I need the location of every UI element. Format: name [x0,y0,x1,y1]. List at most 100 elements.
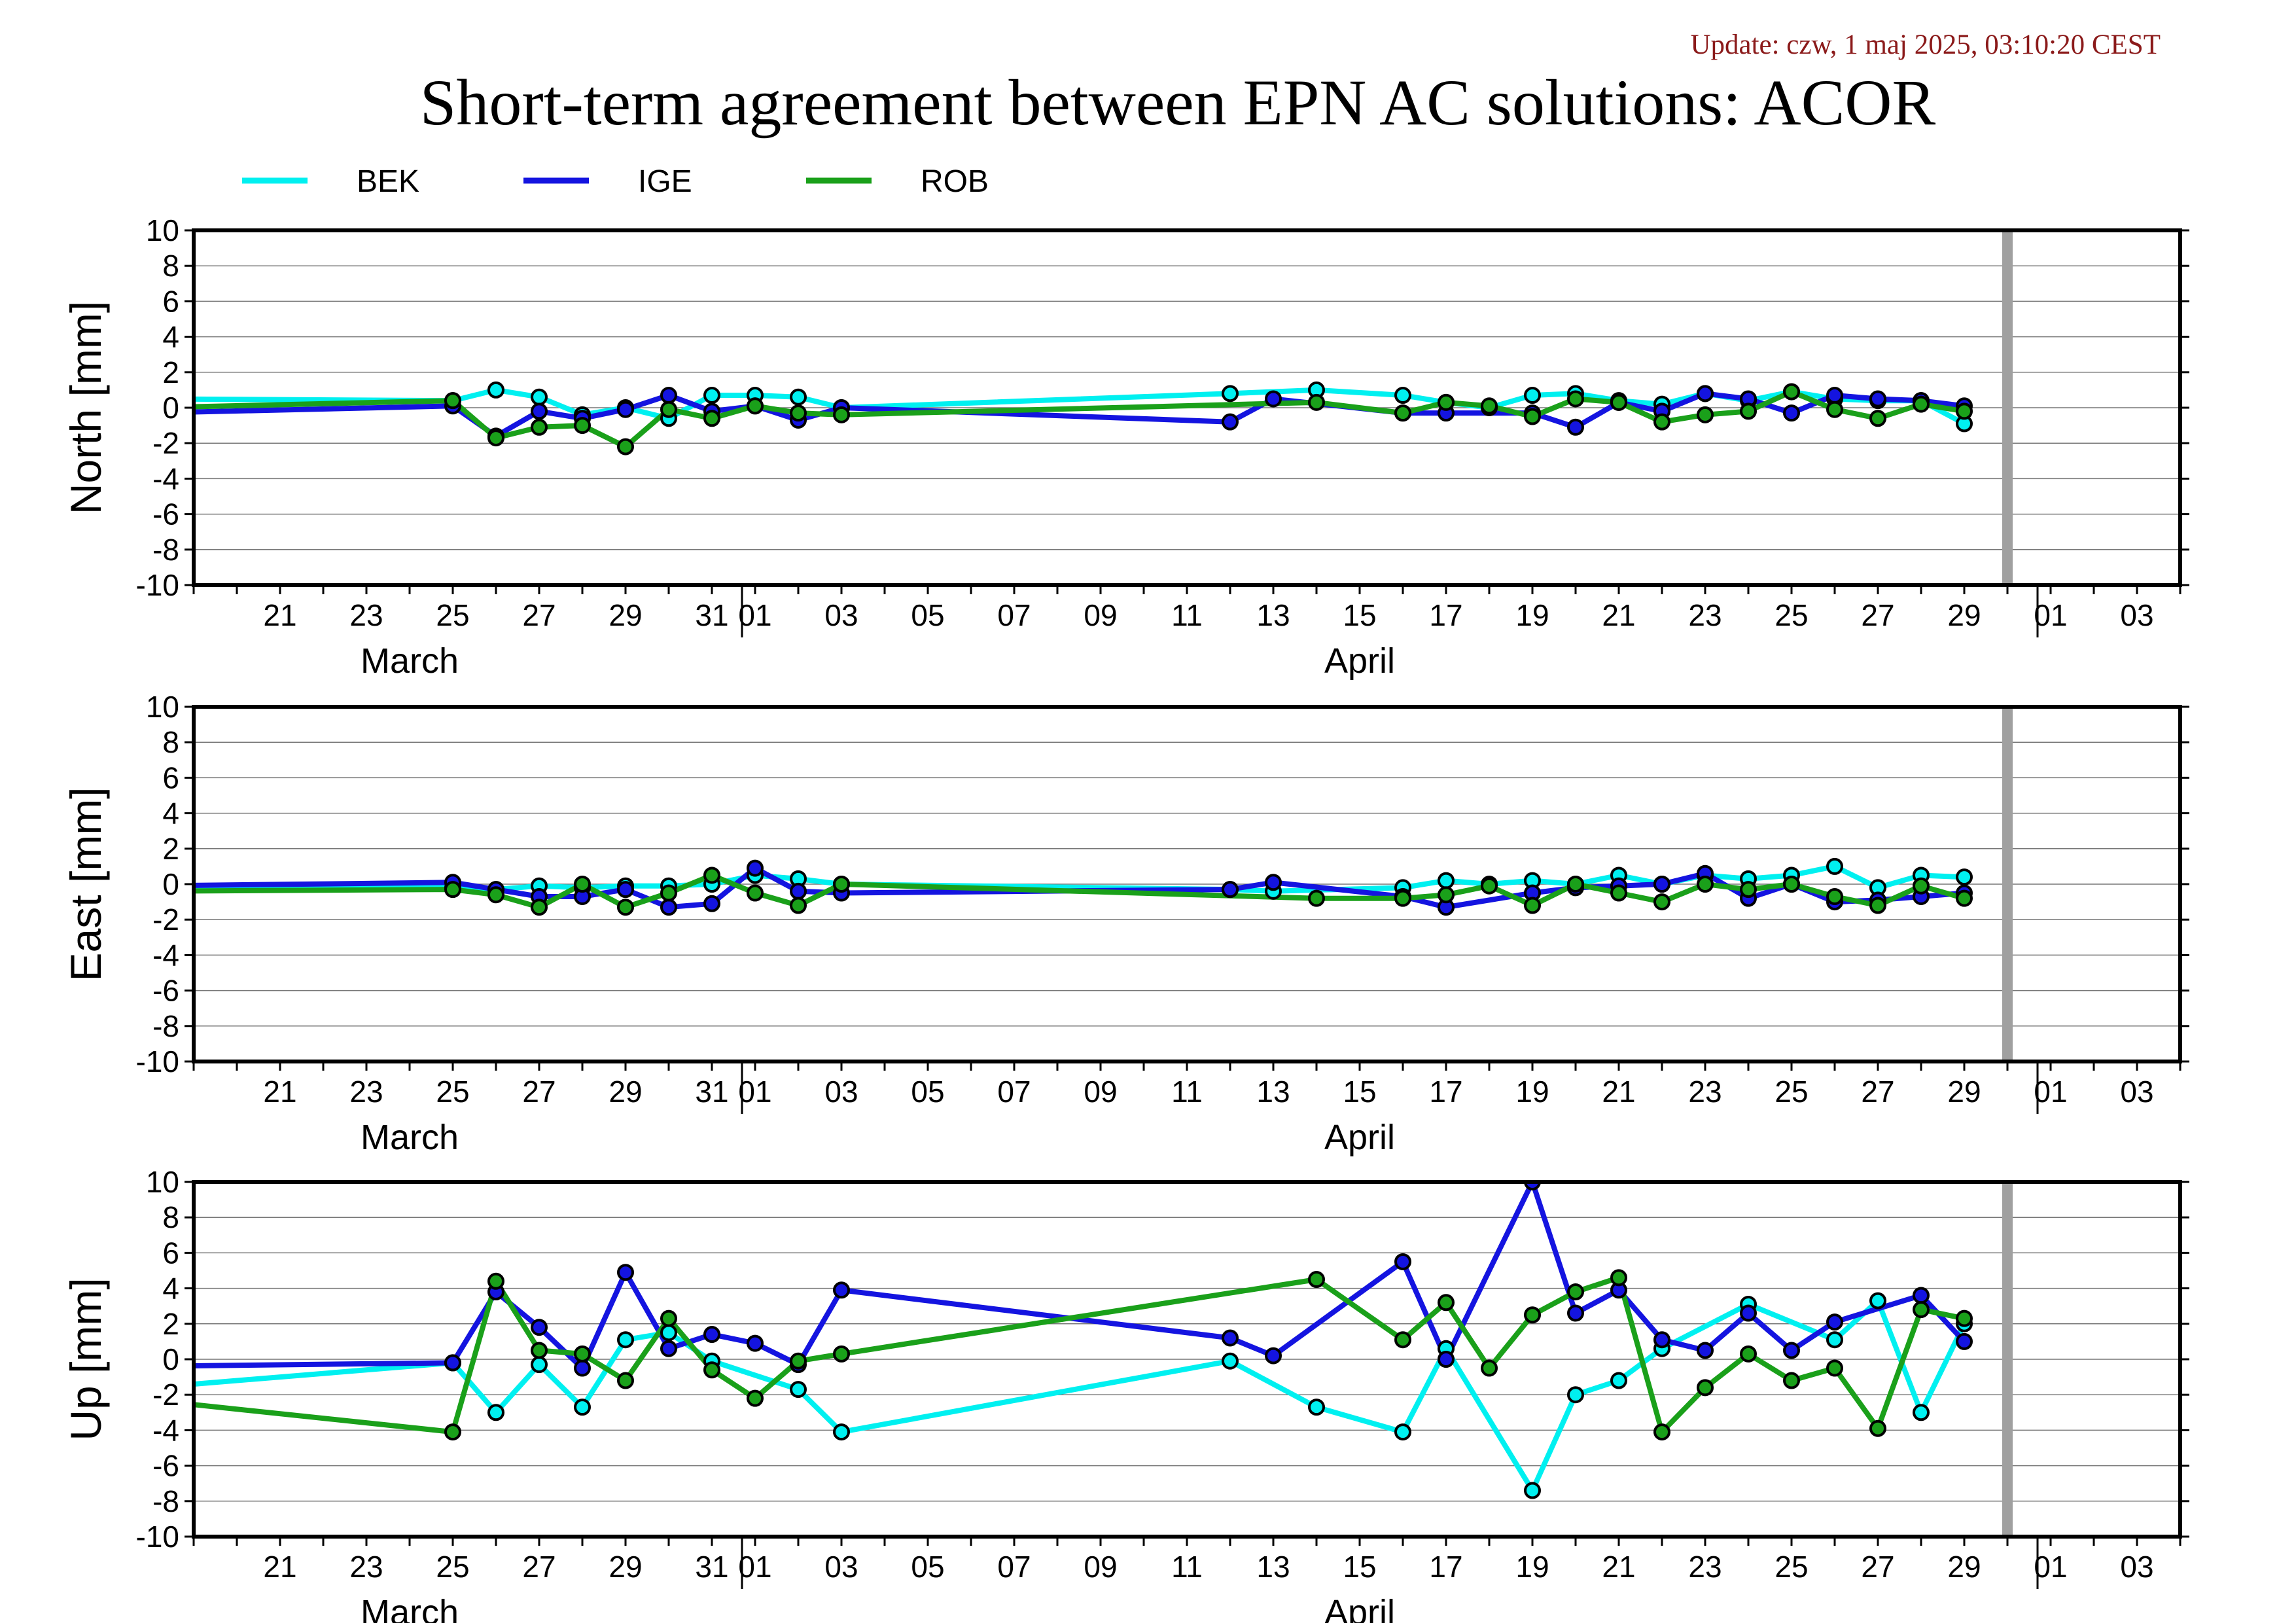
data-point-bek [833,1423,850,1441]
x-tick-label: 07 [997,598,1031,632]
x-tick-label: 03 [2120,1075,2153,1109]
data-point-ige [1697,1342,1714,1359]
x-tick-label: 23 [1688,1550,1722,1584]
x-tick-label: 11 [1171,1075,1203,1109]
data-point-rob [1826,401,1843,418]
x-tick-label: 31 [695,1550,728,1584]
data-point-ige [1265,1347,1282,1364]
data-point-ige [617,881,634,899]
data-point-ige [574,1359,591,1377]
x-tick-label: 07 [997,1075,1031,1109]
data-point-ige [1653,1331,1670,1349]
data-point-ige [660,1340,677,1357]
y-tick-label: 4 [162,320,179,354]
legend-label-bek: BEK [357,164,419,199]
y-tick-label: 10 [146,690,179,724]
data-point-rob [1740,1345,1757,1363]
data-point-rob [1524,897,1541,914]
data-point-rob [1697,406,1714,423]
data-point-bek [1610,1372,1627,1389]
legend-item-bek: BEK [242,164,419,199]
x-tick-label: 13 [1256,598,1290,632]
x-tick-label: 13 [1256,1075,1290,1109]
x-tick-label: 27 [522,598,556,632]
data-point-ige [531,1319,548,1336]
data-point-bek [487,381,504,399]
data-point-rob [1783,876,1800,893]
x-tick-label: 19 [1515,1550,1549,1584]
data-point-bek [1438,872,1455,889]
x-tick-label: 09 [1084,598,1117,632]
data-point-rob [531,418,548,436]
data-point-rob [1653,893,1670,911]
data-point-bek [1222,385,1239,402]
data-point-rob [1524,408,1541,425]
y-tick-label: -4 [152,938,179,972]
data-point-bek [1222,1352,1239,1370]
x-tick-label: 23 [349,1550,383,1584]
x-tick-label: 31 [695,598,728,632]
x-tick-label: 07 [997,1550,1031,1584]
data-point-ige [1438,1351,1455,1368]
chart-title: Short-term agreement between EPN AC solu… [420,66,1936,139]
data-point-rob [1653,413,1670,431]
x-tick-label: 27 [1861,1550,1894,1584]
data-point-rob [747,397,764,415]
y-tick-label: 6 [162,284,179,318]
data-point-ige [1265,874,1282,891]
data-point-ige [1653,876,1670,893]
data-point-bek [531,1356,548,1374]
y-tick-label: 4 [162,1272,179,1306]
x-tick-label: 17 [1429,1075,1462,1109]
x-tick-label: 29 [1947,598,1981,632]
points-rob [444,1269,1973,1441]
month-label: March [361,1593,459,1623]
data-point-ige [833,1281,850,1299]
y-tick-label: 8 [162,249,179,283]
x-tick-label: 05 [911,1550,944,1584]
x-tick-label: 31 [695,1075,728,1109]
data-point-rob [1438,1294,1455,1311]
y-tick-label: 6 [162,760,179,794]
data-point-ige [790,882,807,900]
data-point-ige [1826,1313,1843,1331]
x-tick-label: 25 [1775,1550,1808,1584]
data-point-rob [617,1372,634,1389]
data-point-rob [1740,402,1757,420]
x-tick-label: 01 [738,1550,771,1584]
y-tick-label: -4 [152,1413,179,1447]
data-point-bek [660,1324,677,1342]
data-point-rob [1567,390,1584,408]
data-point-rob [1869,1419,1886,1437]
x-tick-label: 11 [1171,1550,1203,1584]
data-point-rob [444,881,461,899]
data-point-rob [703,866,720,884]
data-point-ige [1869,390,1886,408]
series-ige [194,1182,1966,1371]
y-tick-label: 0 [162,391,179,425]
data-point-rob [444,1423,461,1441]
x-tick-label: 03 [2120,598,2153,632]
data-point-rob [790,1352,807,1370]
data-point-ige [1783,404,1800,422]
data-point-rob [487,429,504,447]
data-point-bek [1394,387,1411,404]
data-point-ige [747,1334,764,1352]
data-point-rob [833,1345,850,1363]
x-tick-label: 25 [436,1075,469,1109]
data-point-rob [531,899,548,916]
data-point-rob [790,404,807,422]
data-point-bek [790,1381,807,1399]
x-tick-label: 27 [1861,1075,1894,1109]
data-point-rob [1481,397,1498,415]
x-tick-label: 29 [1947,1075,1981,1109]
data-point-bek [1956,868,1973,886]
data-point-ige [1826,387,1843,404]
data-point-rob [1481,1359,1498,1377]
data-point-ige [1740,1304,1757,1322]
data-point-ige [1222,1329,1239,1347]
x-tick-label: 29 [609,1075,642,1109]
